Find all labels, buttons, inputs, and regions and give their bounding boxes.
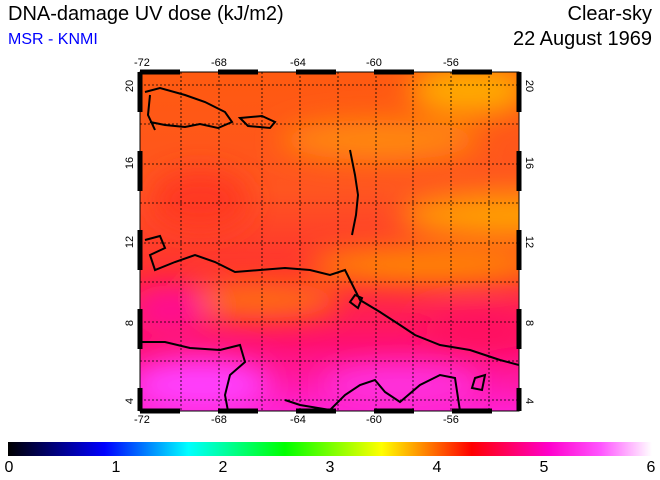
- lon-tick-bottom: -72: [134, 414, 150, 426]
- sky-condition: Clear-sky: [567, 3, 652, 25]
- colorbar-label: 0: [4, 459, 14, 476]
- uv-map: [137, 69, 522, 414]
- lon-tick-top: -64: [290, 57, 306, 69]
- colorbar-label: 6: [646, 459, 656, 476]
- lon-tick-bottom: -64: [290, 414, 306, 426]
- colorbar-label: 2: [218, 459, 228, 476]
- lon-tick-top: -68: [211, 57, 227, 69]
- lat-tick-left: 12: [124, 235, 137, 249]
- lat-tick-left: 20: [124, 79, 137, 93]
- graticule: [140, 72, 519, 411]
- map-frame: [137, 69, 522, 414]
- coastlines: [140, 86, 519, 411]
- source-label: MSR - KNMI: [8, 31, 98, 48]
- lat-tick-right: 12: [523, 235, 536, 249]
- colorbar-label: 5: [539, 459, 549, 476]
- lat-tick-right: 16: [523, 156, 536, 170]
- colorbar-label: 4: [432, 459, 442, 476]
- colorbar-label: 3: [325, 459, 335, 476]
- lat-tick-left: 8: [124, 319, 137, 327]
- lon-tick-top: -60: [366, 57, 382, 69]
- lat-tick-left: 4: [124, 397, 137, 405]
- map-date: 22 August 1969: [512, 28, 652, 50]
- lon-tick-bottom: -60: [366, 414, 382, 426]
- lon-tick-top: -56: [443, 57, 459, 69]
- lat-tick-right: 8: [523, 319, 536, 327]
- map-title: DNA-damage UV dose (kJ/m2): [8, 3, 284, 25]
- lon-tick-top: -72: [134, 57, 150, 69]
- lon-tick-bottom: -68: [211, 414, 227, 426]
- colorbar: [8, 442, 652, 456]
- lat-tick-right: 4: [523, 397, 536, 405]
- colorbar-label: 1: [111, 459, 121, 476]
- lat-tick-left: 16: [124, 156, 137, 170]
- lon-tick-bottom: -56: [443, 414, 459, 426]
- lat-tick-right: 20: [523, 79, 536, 93]
